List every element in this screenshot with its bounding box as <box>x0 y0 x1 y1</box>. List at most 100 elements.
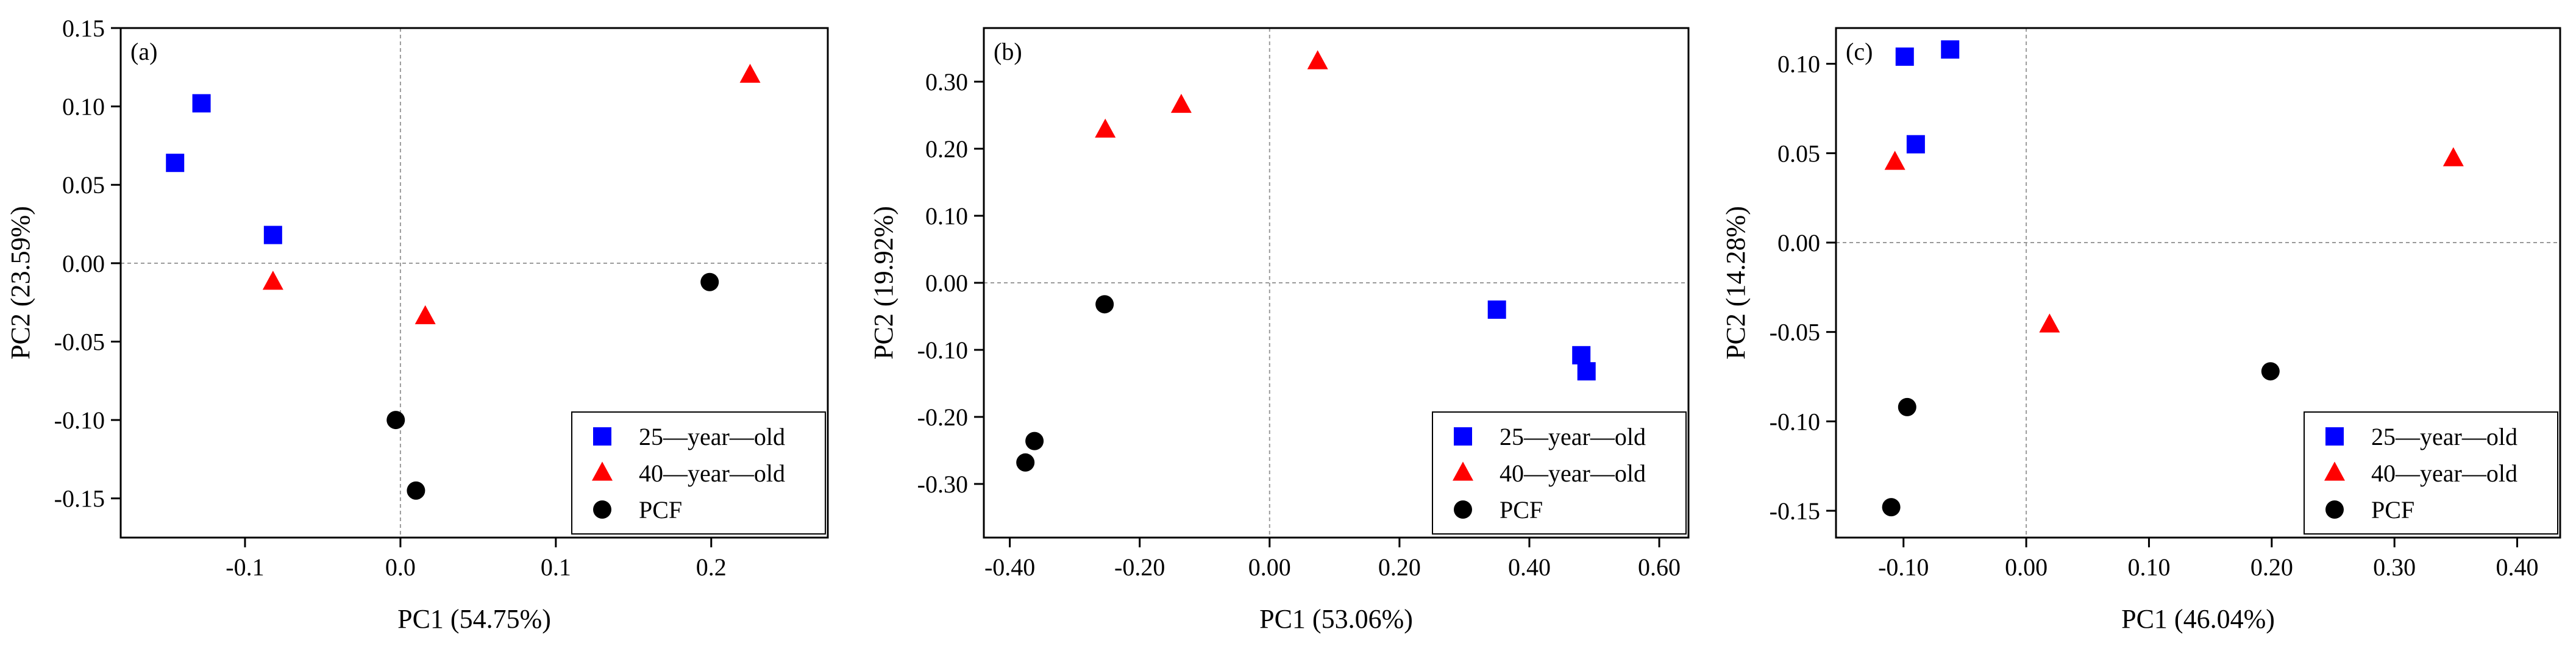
legend-marker <box>2325 427 2344 446</box>
x-tick-label: 0.00 <box>1248 553 1291 581</box>
legend-marker <box>1454 500 1472 519</box>
data-point <box>2039 313 2060 333</box>
legend-marker <box>1453 461 1473 481</box>
x-tick-label: 0.40 <box>1508 553 1551 581</box>
y-tick-label: 0.05 <box>1777 140 1820 167</box>
data-point <box>739 63 761 83</box>
legend-marker <box>592 461 613 481</box>
plot-frame <box>1835 27 2561 539</box>
panel-label: (c) <box>1846 38 1873 65</box>
scatter-panel: -0.40 -0.20 0.00 0.20 0.40 0.60 -0.30 -0.20 -0.1… <box>869 27 1690 634</box>
legend-label: 25—year—old <box>2371 423 2517 450</box>
data-point <box>2261 362 2280 381</box>
x-axis-title: PC1 (54.75%) <box>397 604 551 634</box>
legend-label: 25—year—old <box>639 423 785 450</box>
series-1 <box>1487 300 1596 381</box>
data-point <box>1095 295 1114 314</box>
legend-box <box>571 411 826 535</box>
panel-label: (b) <box>994 38 1022 65</box>
legend-label: 25—year—old <box>1500 423 1646 450</box>
data-point <box>1095 118 1116 138</box>
x-tick-label: -0.10 <box>1878 553 1929 581</box>
x-tick-label: 0.30 <box>2373 553 2416 581</box>
data-point <box>1572 346 1591 364</box>
x-tick-label: 0.2 <box>696 553 727 581</box>
panel-label: (a) <box>130 38 157 65</box>
data-point <box>262 271 283 290</box>
x-axis-title: PC1 (53.06%) <box>1259 604 1413 634</box>
series-3 <box>1882 362 2280 517</box>
x-tick-label: 0.1 <box>541 553 571 581</box>
legend-marker <box>2324 461 2345 481</box>
legend-marker <box>593 500 611 519</box>
x-tick-label: 0.20 <box>2250 553 2293 581</box>
data-point <box>1941 40 1960 59</box>
data-point <box>1170 93 1192 113</box>
data-point <box>263 226 282 244</box>
data-point <box>1884 151 1905 170</box>
x-tick-label: -0.20 <box>1114 553 1165 581</box>
y-tick-label: 0.00 <box>62 250 105 277</box>
plot-frame <box>119 27 829 539</box>
legend: 25—year—old 40—year—old PCF <box>1432 411 1687 535</box>
y-tick-label: -0.10 <box>1770 408 1820 435</box>
data-point <box>166 154 185 172</box>
x-tick-label: -0.40 <box>984 553 1035 581</box>
data-point <box>1906 135 1925 154</box>
series-3 <box>386 272 719 500</box>
x-tick-label: -0.1 <box>226 553 264 581</box>
legend-label: PCF <box>1500 496 1543 524</box>
scatter-panel: -0.10 0.00 0.10 0.20 0.30 0.40 -0.15 -0.10 -0.05… <box>1721 27 2561 634</box>
y-tick-label: 0.05 <box>62 171 105 199</box>
x-tick-label: 0.60 <box>1638 553 1681 581</box>
legend-label: 40—year—old <box>1500 460 1646 487</box>
x-tick-label: 0.0 <box>385 553 416 581</box>
legend-box <box>2304 411 2558 535</box>
legend-label: PCF <box>639 496 682 524</box>
x-tick-label: 0.40 <box>2496 553 2539 581</box>
legend-marker <box>593 427 611 446</box>
y-tick-label: -0.10 <box>917 336 968 364</box>
y-tick-label: 0.10 <box>62 93 105 121</box>
series-2 <box>262 63 761 324</box>
y-tick-label: -0.15 <box>1770 497 1820 525</box>
legend-marker <box>2325 500 2344 519</box>
y-tick-label: 0.10 <box>1777 51 1820 78</box>
series-1 <box>1895 40 1960 154</box>
data-point <box>1025 432 1044 450</box>
legend-label: PCF <box>2371 496 2414 524</box>
data-point <box>1882 498 1901 517</box>
legend: 25—year—old 40—year—old PCF <box>571 411 826 535</box>
y-tick-label: 0.15 <box>62 15 105 42</box>
data-point <box>1307 50 1328 69</box>
y-tick-label: 0.00 <box>925 269 968 297</box>
x-tick-label: 0.10 <box>2127 553 2170 581</box>
y-tick-label: 0.00 <box>1777 229 1820 257</box>
series-1 <box>166 94 282 244</box>
x-tick-label: 0.20 <box>1378 553 1421 581</box>
data-point <box>2443 147 2464 166</box>
y-tick-label: -0.05 <box>1770 319 1820 346</box>
y-tick-label: 0.10 <box>925 202 968 230</box>
data-point <box>407 481 425 500</box>
data-point <box>192 94 211 113</box>
legend-box <box>1432 411 1687 535</box>
y-axis-title: PC2 (14.28%) <box>1721 206 1751 360</box>
y-axis-title: PC2 (23.59%) <box>5 206 35 360</box>
series-2 <box>1884 147 2464 333</box>
y-axis-title: PC2 (19.92%) <box>869 206 898 360</box>
y-tick-label: 0.20 <box>925 135 968 163</box>
series-3 <box>1016 295 1114 472</box>
data-point <box>1898 397 1916 416</box>
x-axis-title: PC1 (46.04%) <box>2121 604 2275 634</box>
legend-label: 40—year—old <box>2371 460 2517 487</box>
y-tick-label: -0.15 <box>54 485 105 513</box>
x-tick-label: 0.00 <box>2005 553 2048 581</box>
legend-label: 40—year—old <box>639 460 785 487</box>
scatter-panel: -0.1 0.0 0.1 0.2 -0.15 -0.10 -0.05 0.00 0.05 0.10… <box>5 15 829 634</box>
data-point <box>1487 300 1506 319</box>
y-tick-label: -0.30 <box>917 471 968 498</box>
data-point <box>386 411 405 430</box>
